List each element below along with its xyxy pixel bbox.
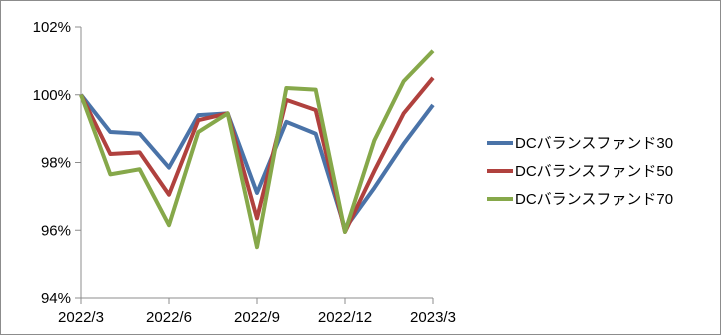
y-tick-label: 100% xyxy=(33,87,71,104)
legend-label-3: DCバランスファンド70 xyxy=(515,191,673,208)
x-tick-label: 2022/12 xyxy=(318,309,372,326)
legend: DCバランスファンド30 DCバランスファンド50 DCバランスファンド70 xyxy=(487,135,673,208)
series-layer xyxy=(79,49,435,250)
x-tick-label: 2022/6 xyxy=(146,309,192,326)
series-line-2 xyxy=(79,76,435,234)
series-line-1 xyxy=(79,93,435,231)
x-tick-label: 2022/3 xyxy=(58,309,104,326)
series-line-3 xyxy=(79,49,435,250)
legend-label-2: DCバランスファンド50 xyxy=(515,163,673,180)
y-tick-label: 102% xyxy=(33,19,71,36)
x-tick-label: 2023/3 xyxy=(410,309,456,326)
x-tick-label: 2022/9 xyxy=(234,309,280,326)
legend-label-1: DCバランスファンド30 xyxy=(515,135,673,152)
y-tick-label: 94% xyxy=(41,290,71,307)
y-tick-label: 98% xyxy=(41,155,71,172)
plot-area: 94% 96% 98% 100% 102% 2022/3 2022/6 2022/9 2022/… xyxy=(33,19,456,326)
y-tick-label: 96% xyxy=(41,222,71,239)
